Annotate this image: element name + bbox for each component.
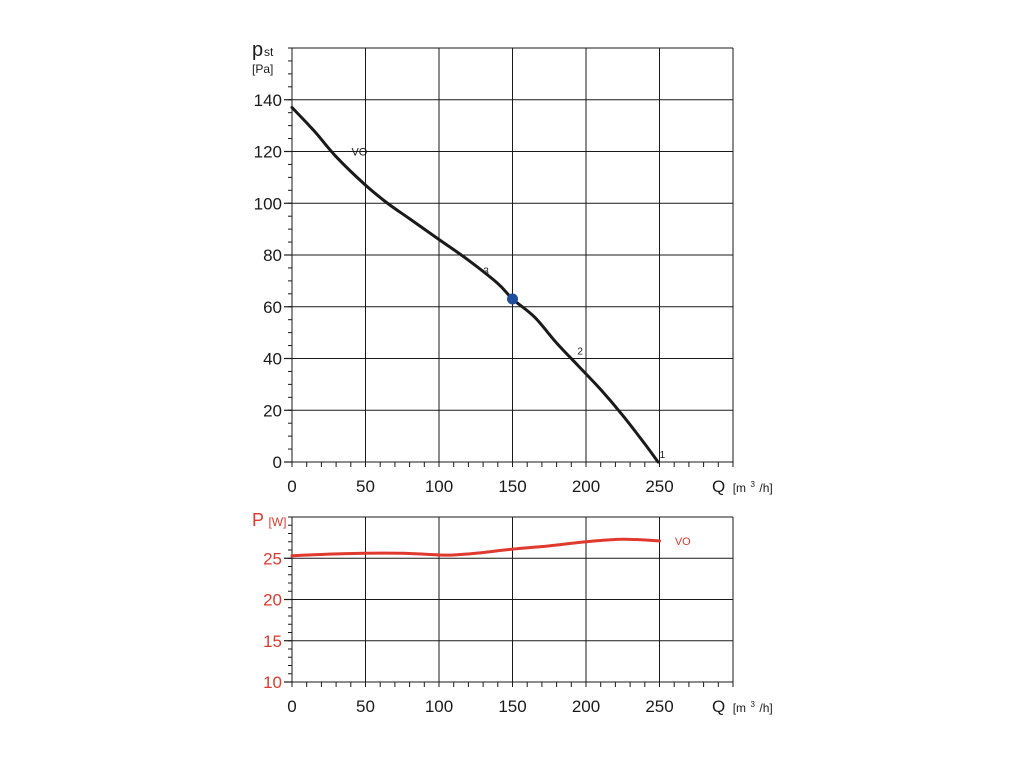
bottom-x-tick-label: 50 <box>356 697 375 716</box>
bottom-x-tick-label: 150 <box>498 697 526 716</box>
top-xlabel-unit-sup: 3 <box>750 480 755 489</box>
bottom-x-tick-label: 100 <box>425 697 453 716</box>
bottom-xlabel-unit-sup: 3 <box>750 700 755 709</box>
top-x-tick-label: 250 <box>645 477 673 496</box>
bottom-y-tick-label: 10 <box>263 673 282 692</box>
top-y-tick-label: 140 <box>254 91 282 110</box>
top-annotation-label: 3 <box>483 267 489 278</box>
bottom-ylabel-symbol: P <box>252 510 264 530</box>
top-x-tick-label: 100 <box>425 477 453 496</box>
top-xlabel: Q [m 3 /h] <box>712 474 773 496</box>
bottom-x-tick-label: 200 <box>572 697 600 716</box>
top-chart: 0 50 100 150 200 250 0 20 40 60 80 100 120 140 VO 3 2 1 <box>254 47 734 496</box>
top-operating-point-marker <box>507 293 518 305</box>
top-annotation-label: 1 <box>660 450 666 461</box>
top-ylabel-subscript: st <box>264 45 274 59</box>
top-y-tick-label: 80 <box>263 246 282 265</box>
top-y-tick-label: 20 <box>263 401 282 420</box>
top-x-tick-label: 0 <box>287 477 296 496</box>
top-series-line <box>290 106 660 464</box>
top-y-tick-label: 100 <box>254 194 282 213</box>
top-ylabel-symbol: p <box>252 39 263 61</box>
top-annotation-label: 2 <box>577 347 583 358</box>
bottom-xlabel-symbol: Q <box>712 697 725 716</box>
bottom-ylabel: P [W] <box>252 510 286 530</box>
top-y-tick-label: 120 <box>254 143 282 162</box>
top-xlabel-unit-prefix: [m <box>733 481 746 495</box>
bottom-x-tick-label: 0 <box>287 697 296 716</box>
bottom-xlabel-unit-suffix: /h] <box>759 701 772 715</box>
bottom-xlabel: Q [m 3 /h] <box>712 694 773 716</box>
top-y-tick-label: 60 <box>263 298 282 317</box>
bottom-y-tick-label: 20 <box>263 591 282 610</box>
bottom-y-tick-label: 25 <box>263 549 282 568</box>
bottom-annotation-label: VO <box>675 536 691 548</box>
top-annotation-label: VO <box>351 147 367 159</box>
top-xlabel-symbol: Q <box>712 477 725 496</box>
top-y-tick-label: 40 <box>263 350 282 369</box>
bottom-x-tick-label: 250 <box>645 697 673 716</box>
bottom-ylabel-unit: [W] <box>268 515 286 529</box>
top-x-tick-label: 200 <box>572 477 600 496</box>
bottom-series-line <box>290 537 661 558</box>
top-ylabel-unit: [Pa] <box>252 62 273 76</box>
top-y-tick-label: 0 <box>273 453 282 472</box>
top-x-tick-label: 50 <box>356 477 375 496</box>
bottom-y-tick-label: 15 <box>263 632 282 651</box>
bottom-xlabel-unit-prefix: [m <box>733 701 746 715</box>
top-xlabel-unit-suffix: /h] <box>759 481 772 495</box>
top-x-tick-label: 150 <box>498 477 526 496</box>
bottom-chart: 0 50 100 150 200 250 10 15 20 25 VO <box>263 516 734 716</box>
